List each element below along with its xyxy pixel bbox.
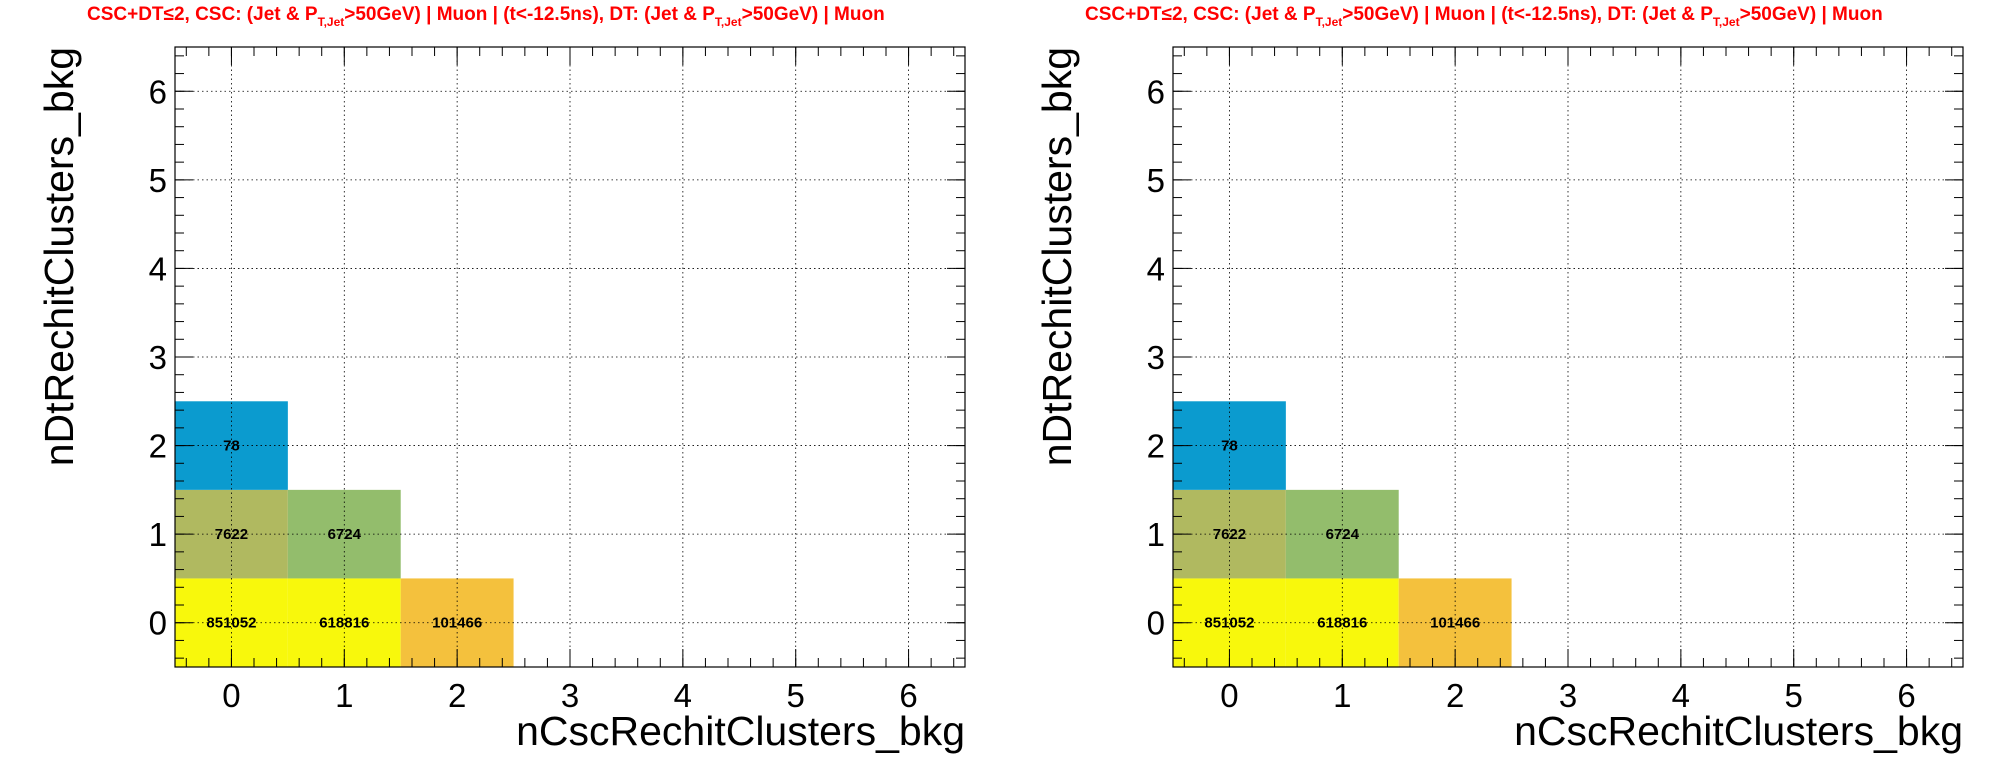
y-tick-label: 2 [149,428,167,465]
chart-title-subscript: T,Jet [714,15,742,29]
chart-title-part: >50GeV) | Muon | (t<-12.5ns), DT: (Jet &… [1342,4,1713,25]
x-tick-label: 0 [1220,677,1238,714]
cell-value-label: 851052 [206,615,256,632]
y-tick-label: 2 [1147,428,1165,465]
cell-value-label: 7622 [1213,526,1246,543]
cell-value-label: 78 [1221,438,1238,455]
y-tick-label: 1 [1147,516,1165,553]
y-tick-label: 5 [149,162,167,199]
cell-value-label: 618816 [1317,615,1367,632]
chart-title-subscript: T,Jet [1315,15,1343,29]
chart-title: CSC+DT≤2, CSC: (Jet & PT,Jet>50GeV) | Mu… [1085,4,1883,29]
x-tick-label: 4 [1672,677,1690,714]
y-tick-label: 6 [1147,73,1165,110]
chart-title-subscript: T,Jet [1712,15,1740,29]
x-tick-label: 4 [674,677,692,714]
y-tick-label: 6 [149,73,167,110]
chart-title: CSC+DT≤2, CSC: (Jet & PT,Jet>50GeV) | Mu… [87,4,885,29]
chart-title-part: CSC+DT≤2, CSC: (Jet & P [1085,4,1316,25]
y-axis-label: nDtRechitClusters_bkg [36,47,82,466]
chart-title-subscript: T,Jet [317,15,345,29]
heatmap-panel-left: CSC+DT≤2, CSC: (Jet & PT,Jet>50GeV) | Mu… [36,4,966,754]
y-tick-label: 4 [149,250,167,287]
chart-title-part: >50GeV) | Muon [1739,4,1883,25]
cell-value-label: 851052 [1204,615,1254,632]
x-tick-label: 6 [1897,677,1915,714]
cell-value-label: 101466 [432,615,482,632]
cell-value-label: 101466 [1430,615,1480,632]
x-tick-label: 3 [1559,677,1577,714]
y-tick-label: 5 [1147,162,1165,199]
x-tick-label: 5 [1785,677,1803,714]
cell-value-label: 7622 [215,526,248,543]
y-axis-label: nDtRechitClusters_bkg [1034,47,1080,466]
x-axis-label: nCscRechitClusters_bkg [516,708,965,754]
x-tick-label: 3 [561,677,579,714]
x-tick-label: 5 [787,677,805,714]
y-tick-label: 0 [1147,605,1165,642]
x-tick-label: 0 [222,677,240,714]
cell-value-label: 6724 [328,526,362,543]
x-axis-label: nCscRechitClusters_bkg [1514,708,1963,754]
x-tick-label: 6 [899,677,917,714]
heatmap-svg: 0 1 2 3 4 5 6 0 1 2 3 4 5 6 851052 618816 101466 7622 6724… [36,46,966,754]
y-tick-label: 3 [1147,339,1165,376]
heatmap-panel-right: CSC+DT≤2, CSC: (Jet & PT,Jet>50GeV) | Mu… [998,0,1996,772]
chart-title-part: >50GeV) | Muon [741,4,885,25]
x-tick-label: 2 [448,677,466,714]
chart-title-part: >50GeV) | Muon | (t<-12.5ns), DT: (Jet &… [344,4,715,25]
x-tick-label: 2 [1446,677,1464,714]
y-tick-label: 1 [149,516,167,553]
chart-title-part: CSC+DT≤2, CSC: (Jet & P [87,4,318,25]
y-tick-label: 3 [149,339,167,376]
cell-value-label: 6724 [1326,526,1360,543]
y-tick-label: 0 [149,605,167,642]
y-tick-label: 4 [1147,250,1165,287]
x-tick-label: 1 [1333,677,1351,714]
cell-value-label: 78 [223,438,240,455]
heatmap-svg: 0 1 2 3 4 5 6 0 1 2 3 4 5 6 851052 618816 101466 7622 6724… [1034,46,1964,754]
x-tick-label: 1 [335,677,353,714]
cell-value-label: 618816 [319,615,369,632]
